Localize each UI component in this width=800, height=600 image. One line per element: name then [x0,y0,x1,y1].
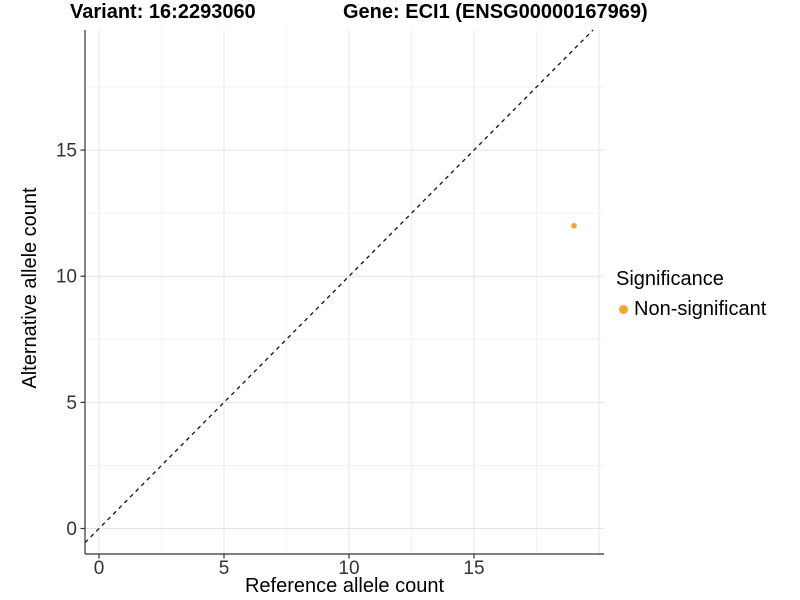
data-point [571,222,577,229]
plot-title-gene: Gene: ECI1 (ENSG00000167969) [343,1,648,23]
legend-title: Significance [616,268,724,290]
legend: Significance Non-significant [616,268,766,321]
legend-key-dot-icon [619,305,628,314]
x-axis-title: Reference allele count [244,575,444,597]
identity-line [84,29,594,544]
x-tick-label: 10 [338,558,359,579]
y-tick-label: 0 [66,519,77,540]
y-axis-title: Alternative allele count [19,187,41,389]
x-tick-label: 0 [94,558,105,579]
x-tick-label: 15 [463,558,484,579]
plot-title-variant: Variant: 16:2293060 [70,1,256,23]
y-tick-label: 15 [56,141,77,162]
legend-item: Non-significant [616,298,766,321]
x-tick-label: 5 [219,558,230,579]
y-tick-label: 5 [66,393,77,414]
legend-item-label: Non-significant [634,298,767,320]
y-tick-label: 10 [56,267,77,288]
